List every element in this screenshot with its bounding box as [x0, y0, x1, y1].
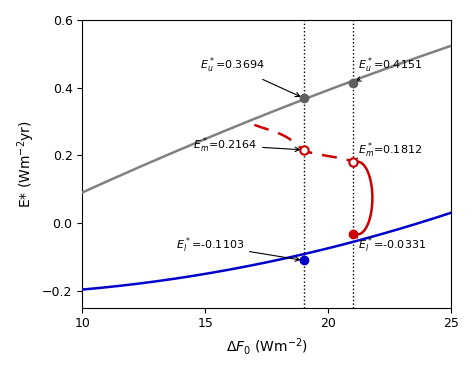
Text: $E^*_l$=-0.0331: $E^*_l$=-0.0331: [354, 234, 426, 255]
Text: $E^*_u$=0.3694: $E^*_u$=0.3694: [201, 56, 300, 97]
Text: $E^*_m$=0.1812: $E^*_m$=0.1812: [354, 141, 422, 162]
Text: $E^*_m$=0.2164: $E^*_m$=0.2164: [193, 135, 300, 155]
X-axis label: $\Delta F_0$ (Wm$^{-2}$): $\Delta F_0$ (Wm$^{-2}$): [226, 336, 308, 357]
Text: $E^*_l$=-0.1103: $E^*_l$=-0.1103: [176, 235, 300, 261]
Y-axis label: E* (Wm$^{-2}$yr): E* (Wm$^{-2}$yr): [15, 120, 36, 208]
Text: $E^*_u$=0.4151: $E^*_u$=0.4151: [356, 56, 422, 81]
